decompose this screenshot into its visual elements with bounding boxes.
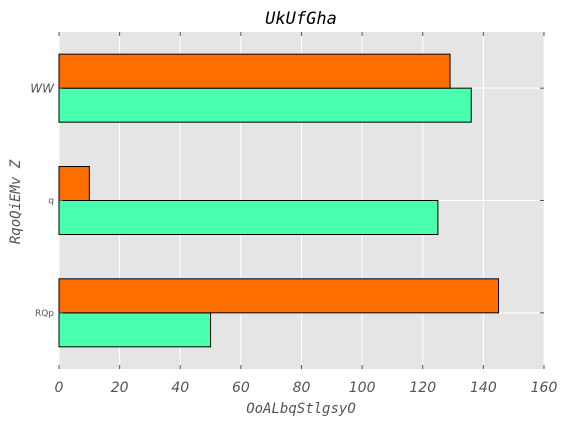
x-tick-label: 0 [55,380,64,396]
x-tick-label: 40 [171,380,189,396]
bar [58,278,500,314]
bar [58,166,90,201]
x-tick-label: 160 [531,380,558,396]
x-tick-label: 80 [293,380,311,396]
bar [58,200,439,235]
x-tick-label: 60 [232,380,250,396]
x-tick-label: 20 [111,380,129,396]
y-tick-label: q [48,197,54,207]
y-axis-label: RqoQiEMv Z [8,159,24,244]
bar [58,87,472,123]
bar [58,312,212,348]
x-axis-label: OoALbqStlgsyO [246,401,356,417]
x-tick-label: 120 [409,380,436,396]
chart-title: UkUfGha [265,9,337,29]
x-tick-label: 100 [349,380,376,396]
x-tick-label: 140 [470,380,497,396]
bar [58,53,451,89]
plot-area: 0 20 40 60 80 100 120 140 160 RQp q WW [30,32,557,396]
y-tick-label: RQp [35,309,54,319]
y-tick-label: WW [30,81,55,95]
